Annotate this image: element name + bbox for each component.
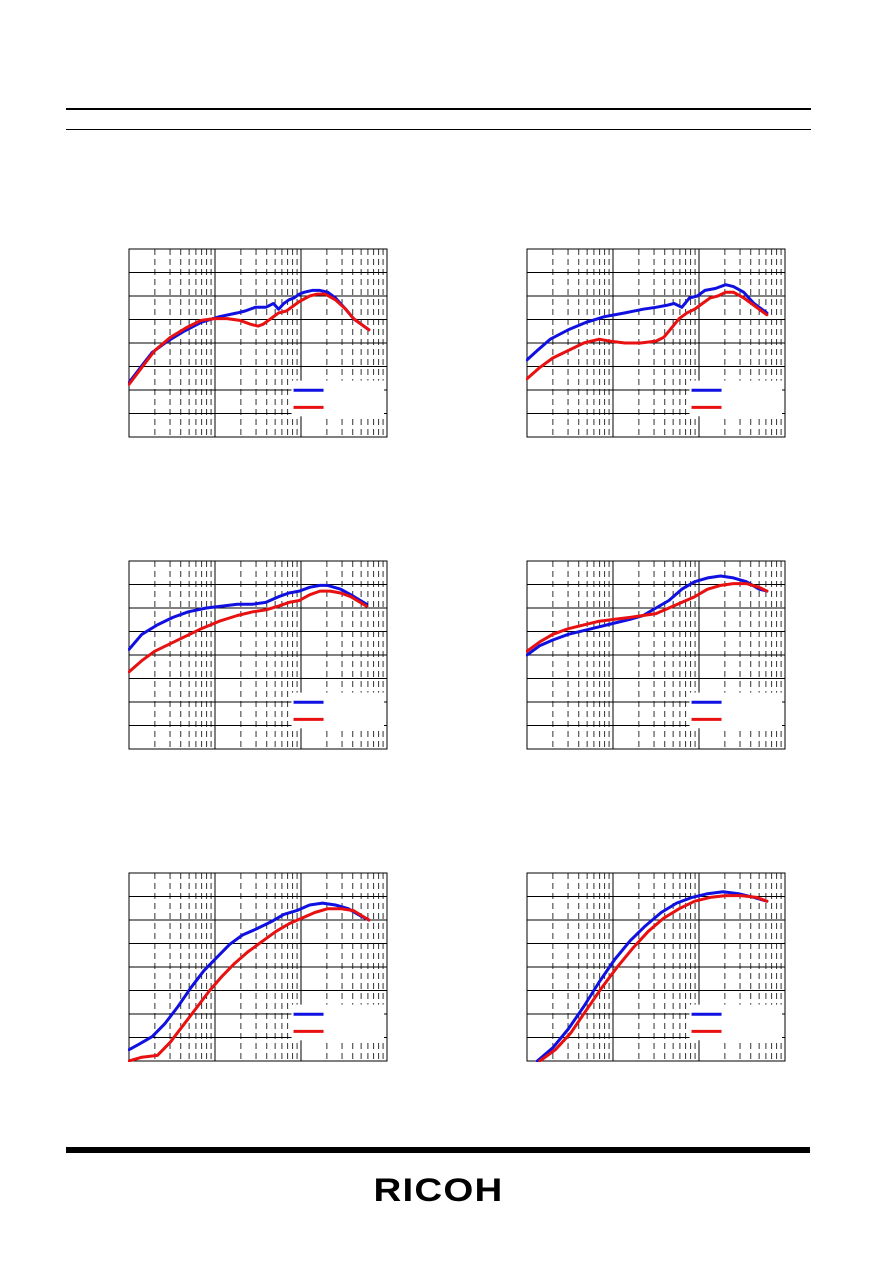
- series-line-2: [526, 582, 769, 653]
- series-line-1: [535, 890, 769, 1062]
- chart-4: [526, 560, 786, 750]
- legend-box: [689, 692, 782, 729]
- legend-box: [291, 1004, 384, 1041]
- legend-box: [291, 692, 384, 729]
- header-rule-thick: [66, 108, 811, 110]
- series-line-2: [128, 292, 371, 386]
- series-line-1: [128, 901, 371, 1052]
- series-line-1: [526, 574, 769, 657]
- chart-5: [128, 872, 388, 1062]
- svg-text:RICOH: RICOH: [374, 1175, 504, 1203]
- series-line-1: [128, 288, 371, 384]
- series-line-2: [128, 907, 371, 1062]
- legend-box: [689, 1004, 782, 1041]
- series-line-2: [526, 290, 769, 381]
- ricoh-logo: RICOH: [374, 1175, 504, 1203]
- legend-box: [291, 380, 384, 417]
- chart-6: [526, 872, 786, 1062]
- series-line-2: [538, 894, 769, 1062]
- series-line-1: [128, 583, 368, 651]
- footer-rule: [66, 1147, 810, 1153]
- series-line-1: [526, 283, 769, 362]
- chart-3: [128, 560, 388, 750]
- chart-2: [526, 248, 786, 438]
- legend-box: [689, 380, 782, 417]
- header-rule-thin: [66, 129, 811, 130]
- series-line-2: [128, 589, 368, 674]
- chart-1: [128, 248, 388, 438]
